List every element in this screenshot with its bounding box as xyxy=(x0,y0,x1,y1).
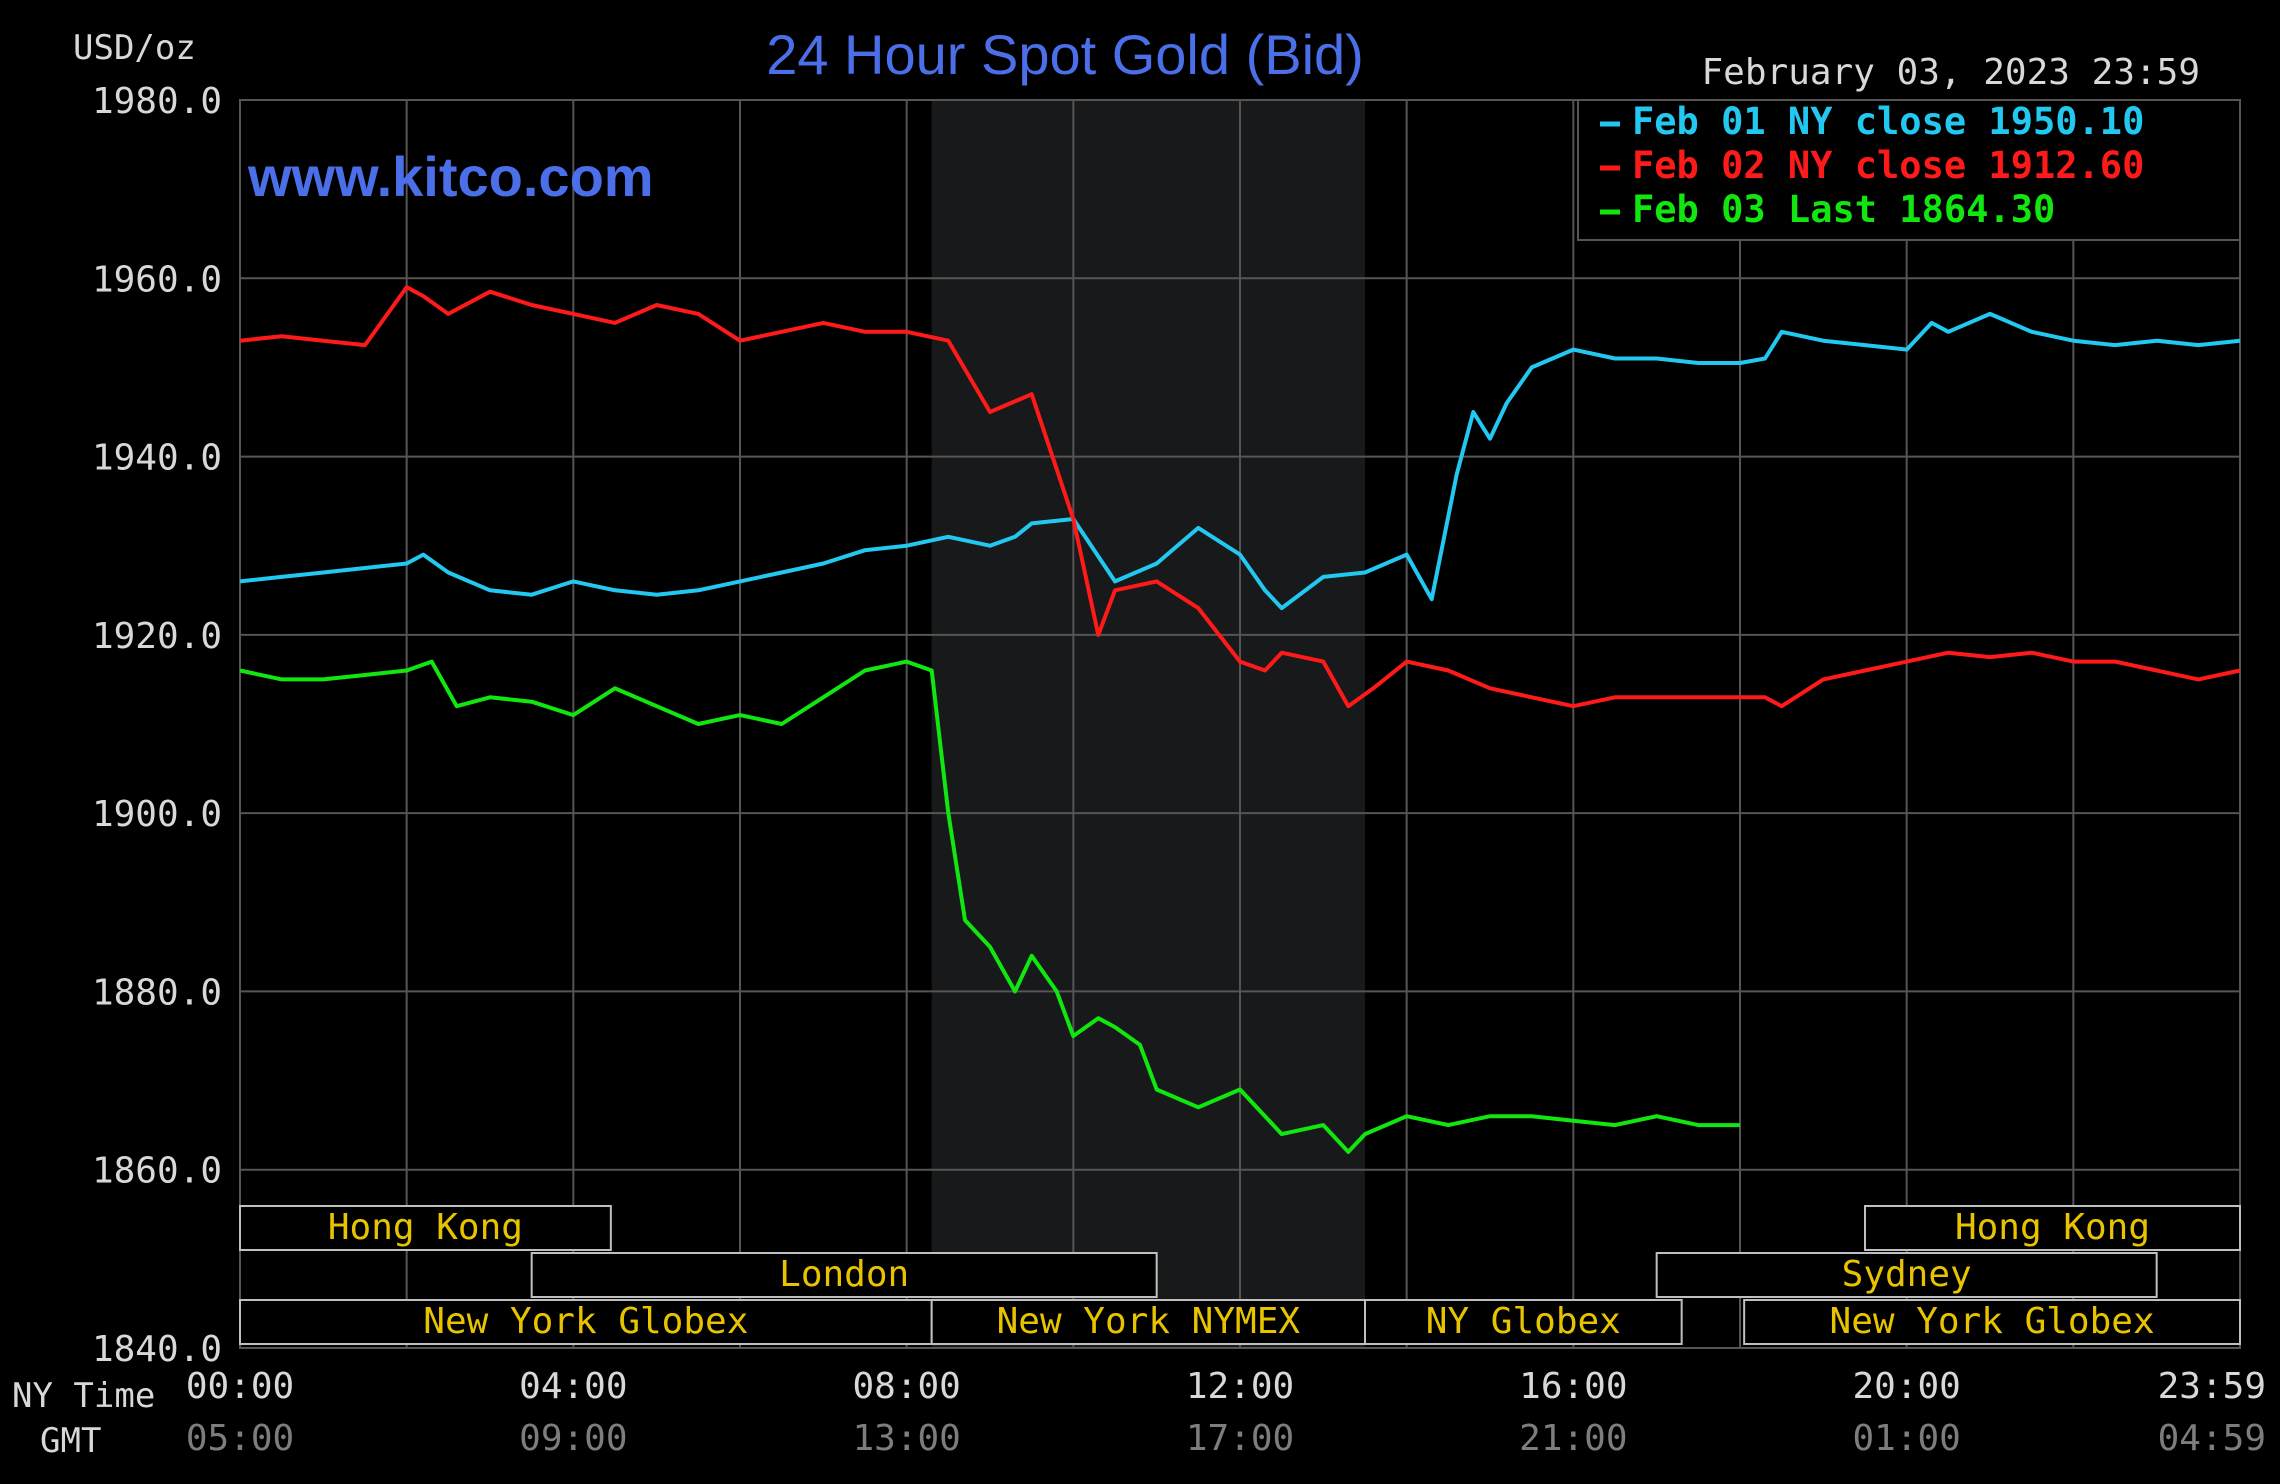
y-tick-label: 1900.0 xyxy=(92,794,222,835)
session-label: Sydney xyxy=(1842,1254,1972,1295)
y-tick-label: 1920.0 xyxy=(92,616,222,657)
series-line xyxy=(239,285,2241,709)
session-label: New York Globex xyxy=(1830,1301,2155,1342)
x-tick-label-ny: 16:00 xyxy=(1519,1366,1627,1407)
x-tick-label-gmt: 01:00 xyxy=(1852,1418,1960,1459)
session-box xyxy=(530,1252,1158,1298)
session-box xyxy=(1655,1252,2158,1298)
website-link[interactable]: www.kitco.com xyxy=(247,145,654,208)
y-tick-label: 1960.0 xyxy=(92,259,222,300)
y-tick-label: 1860.0 xyxy=(92,1151,222,1192)
gmt-row-label: GMT xyxy=(40,1421,101,1461)
x-tick-label-ny: 12:00 xyxy=(1186,1366,1294,1407)
session-box xyxy=(1364,1299,1683,1345)
x-axis: 00:00 05:00 04:00 09:00 08:00 13:00 12:00 17:00… xyxy=(186,1366,2266,1459)
session-box xyxy=(930,1299,1367,1345)
x-tick-label-ny: 00:00 xyxy=(186,1366,294,1407)
trading-sessions: Hong Kong London New York Globex New York N… xyxy=(239,1205,2241,1345)
session-label: London xyxy=(779,1254,909,1295)
ny-time-row-label: NY Time xyxy=(12,1376,155,1416)
x-tick-label-gmt: 17:00 xyxy=(1186,1418,1294,1459)
session-box xyxy=(239,1299,933,1345)
session-label: Hong Kong xyxy=(1955,1207,2150,1248)
chart-title: 24 Hour Spot Gold (Bid) xyxy=(766,23,1364,86)
grid-lines xyxy=(239,99,2241,1349)
series-line xyxy=(239,659,1740,1154)
legend-entry: Feb 02 NY close 1912.60 xyxy=(1632,144,2144,187)
x-tick-label-gmt: 13:00 xyxy=(852,1418,960,1459)
date-stamp: February 03, 2023 23:59 xyxy=(1702,52,2201,93)
x-tick-label-gmt: 04:59 xyxy=(2158,1418,2266,1459)
session-label: New York NYMEX xyxy=(997,1301,1301,1342)
session-box xyxy=(1864,1205,2241,1251)
legend-entry: Feb 01 NY close 1950.10 xyxy=(1632,100,2144,143)
y-tick-label: 1880.0 xyxy=(92,972,222,1013)
x-tick-label-ny: 04:00 xyxy=(519,1366,627,1407)
legend-entry: Feb 03 Last 1864.30 xyxy=(1632,188,2055,231)
session-label: Hong Kong xyxy=(328,1207,523,1248)
x-tick-label-gmt: 09:00 xyxy=(519,1418,627,1459)
series-line xyxy=(239,311,2241,611)
x-tick-label-gmt: 05:00 xyxy=(186,1418,294,1459)
series-layer xyxy=(239,285,2241,1154)
y-tick-label: 1980.0 xyxy=(92,81,222,122)
y-tick-label: 1940.0 xyxy=(92,438,222,479)
x-tick-label-gmt: 21:00 xyxy=(1519,1418,1627,1459)
legend-box xyxy=(1577,99,2241,241)
plot-border xyxy=(239,99,2241,1349)
session-box xyxy=(239,1205,612,1251)
plot-frame xyxy=(239,99,2241,1349)
session-label: NY Globex xyxy=(1426,1301,1621,1342)
y-axis: 1980.0 1960.0 1940.0 1920.0 1900.0 1880.0 1860… xyxy=(92,81,222,1370)
x-tick-label-ny: 23:59 xyxy=(2158,1366,2266,1407)
nymex-session-band xyxy=(931,100,1365,1348)
session-box xyxy=(1743,1299,2241,1345)
session-label: New York Globex xyxy=(423,1301,748,1342)
y-tick-label: 1840.0 xyxy=(92,1329,222,1370)
x-tick-label-ny: 08:00 xyxy=(852,1366,960,1407)
y-axis-unit-label: USD/oz xyxy=(73,28,196,68)
x-tick-label-ny: 20:00 xyxy=(1852,1366,1960,1407)
